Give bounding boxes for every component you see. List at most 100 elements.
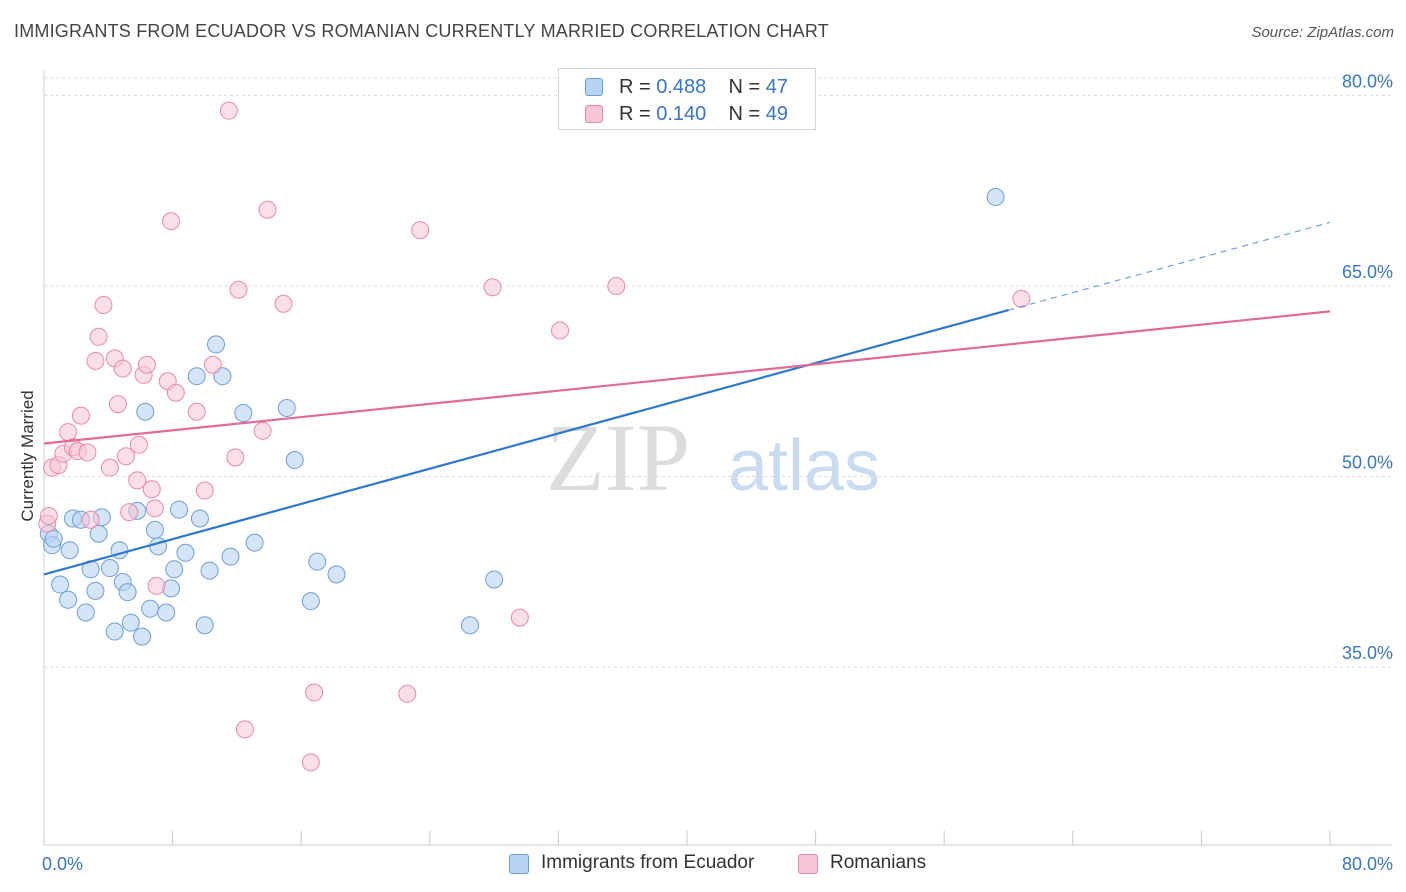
- ecuador-point: [190, 509, 209, 528]
- romanian-point: [1012, 289, 1031, 308]
- ecuador-point: [165, 560, 184, 579]
- romanian-n-value: 49: [765, 102, 789, 125]
- ecuador-n-label: N =: [728, 75, 761, 98]
- romanian-point: [258, 200, 277, 219]
- romanian-point: [128, 471, 147, 490]
- y-tick-label: 35.0%: [1342, 643, 1393, 663]
- gridlines: [44, 77, 1392, 668]
- ecuador-point: [170, 500, 189, 519]
- romanian-point: [229, 280, 248, 299]
- ecuador-swatch: [585, 78, 603, 96]
- ecuador-point: [44, 529, 63, 548]
- ecuador-point: [136, 402, 155, 421]
- ecuador-point: [145, 520, 164, 539]
- romanian-point: [81, 510, 100, 529]
- ecuador-point: [327, 565, 346, 584]
- ecuador-point: [485, 570, 504, 589]
- ecuador-point: [234, 404, 253, 423]
- ecuador-point: [51, 575, 70, 594]
- romanian-point: [145, 499, 164, 518]
- ecuador-point: [118, 583, 137, 602]
- romanian-point: [129, 435, 148, 454]
- romanian-point: [142, 480, 161, 499]
- ecuador-point: [59, 590, 78, 609]
- romanian-point: [607, 276, 626, 295]
- ecuador-point: [301, 592, 320, 611]
- romanian-point: [226, 448, 245, 467]
- ecuador-point: [121, 613, 140, 632]
- y-tick-label: 65.0%: [1342, 262, 1393, 282]
- ecuador-point: [986, 188, 1005, 207]
- ecuador-point: [200, 561, 219, 580]
- romanian-point: [100, 458, 119, 477]
- ecuador-points: [39, 188, 1005, 646]
- romanian-point: [219, 101, 238, 120]
- romanian-points: [38, 101, 1031, 772]
- romanian-point: [120, 503, 139, 522]
- ecuador-point: [157, 603, 176, 622]
- romanian-point: [483, 278, 502, 297]
- romanian-point: [39, 506, 58, 525]
- romanian-r-value: 0.140: [656, 102, 707, 125]
- ecuador-r-label: R =: [619, 75, 651, 98]
- romanian-point: [253, 421, 272, 440]
- ecuador-legend-label: Immigrants from Ecuador: [541, 852, 755, 873]
- ecuador-point: [245, 533, 264, 552]
- romanian-point: [411, 221, 430, 240]
- x-tick-label: 0.0%: [42, 854, 83, 874]
- ecuador-point: [141, 599, 160, 618]
- ecuador-point: [86, 581, 105, 600]
- ecuador-n-value: 47: [765, 75, 789, 98]
- romanian-point: [137, 355, 156, 374]
- romanian-point: [510, 608, 529, 627]
- ecuador-point: [195, 616, 214, 635]
- ecuador-point: [133, 627, 152, 646]
- romanian-point: [195, 481, 214, 500]
- romanian-point: [551, 321, 570, 340]
- chart-title: IMMIGRANTS FROM ECUADOR VS ROMANIAN CURR…: [14, 21, 829, 41]
- romanian-point: [116, 447, 135, 466]
- romanian-point: [166, 383, 185, 402]
- ecuador-point: [221, 547, 240, 566]
- romanian-n-label: N =: [728, 102, 761, 125]
- romanian-r-label: R =: [619, 102, 651, 125]
- ecuador-point: [460, 616, 479, 635]
- watermark: ZIP atlas: [546, 404, 880, 511]
- series-legend: Immigrants from Ecuador Romanians: [0, 852, 1406, 878]
- x-tick-label: 80.0%: [1342, 854, 1393, 874]
- romanian-point: [86, 351, 105, 370]
- ecuador-point: [207, 335, 226, 354]
- romanian-legend-label: Romanians: [830, 852, 927, 873]
- ecuador-trend-line: [43, 309, 1009, 576]
- correlation-legend: R = 0.488 N = 47 R = 0.140 N = 49: [558, 68, 816, 130]
- romanian-point: [59, 423, 78, 442]
- ecuador-point: [105, 622, 124, 641]
- romanian-point: [203, 355, 222, 374]
- ecuador-point: [277, 398, 296, 417]
- romanian-point: [235, 720, 254, 739]
- romanian-point: [94, 296, 113, 315]
- source-credit: Source: ZipAtlas.com: [1251, 24, 1394, 41]
- trend-lines: [43, 221, 1331, 576]
- romanian-point: [108, 395, 127, 414]
- ecuador-trend-extension: [1008, 221, 1331, 311]
- ecuador-point: [285, 451, 304, 470]
- romanian-point: [89, 327, 108, 346]
- ecuador-point: [187, 367, 206, 386]
- ecuador-point: [308, 552, 327, 571]
- ecuador-r-value: 0.488: [656, 75, 707, 98]
- romanian-point: [71, 406, 90, 425]
- y-tick-label: 50.0%: [1342, 453, 1393, 473]
- axes: [43, 70, 1392, 846]
- watermark-atlas: atlas: [728, 426, 880, 506]
- romanian-point: [274, 294, 293, 313]
- romanian-point: [305, 683, 324, 702]
- romanian-point: [301, 753, 320, 772]
- romanian-swatch: [585, 105, 603, 123]
- romanian-point: [398, 684, 417, 703]
- romanian-point: [113, 359, 132, 378]
- romanian-point: [147, 576, 166, 595]
- romanian-point: [78, 443, 97, 462]
- ecuador-point: [60, 541, 79, 560]
